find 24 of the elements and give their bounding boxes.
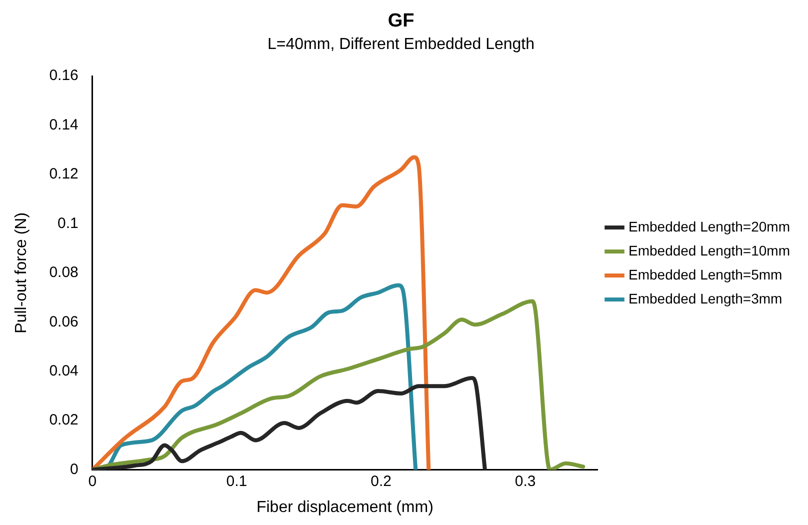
- line-series: [92, 155, 431, 470]
- y-tick-label: 0.1: [58, 214, 78, 232]
- legend-label: Embedded Length=20mm: [628, 218, 790, 234]
- y-tick-label: 0.16: [49, 67, 78, 84]
- chart-subtitle: L=40mm, Different Embedded Length: [268, 36, 534, 53]
- y-tick-label: 0.06: [49, 313, 78, 330]
- line-series: [92, 299, 586, 470]
- y-tick-label: 0.08: [49, 264, 78, 282]
- x-tick-label: 0.1: [226, 472, 248, 490]
- x-tick-label: 0.3: [514, 472, 536, 490]
- x-tick-label: 0.2: [370, 472, 392, 490]
- y-tick-label: 0.04: [49, 362, 78, 380]
- y-tick-label: 0.14: [49, 116, 78, 134]
- y-tick-label: 0.02: [49, 412, 78, 429]
- x-axis-title: Fiber displacement (mm): [256, 498, 434, 516]
- y-tick-label: 0.12: [49, 166, 78, 183]
- x-tick-label: 0: [88, 472, 97, 490]
- chart-title: GF: [388, 10, 414, 32]
- legend-label: Embedded Length=10mm: [628, 242, 790, 258]
- legend-label: Embedded Length=5mm: [628, 266, 782, 282]
- legend-label: Embedded Length=3mm: [628, 290, 782, 306]
- line-series: [92, 376, 487, 470]
- y-tick-label: 0: [70, 460, 78, 478]
- y-axis-title: Pull-out force (N): [13, 212, 30, 334]
